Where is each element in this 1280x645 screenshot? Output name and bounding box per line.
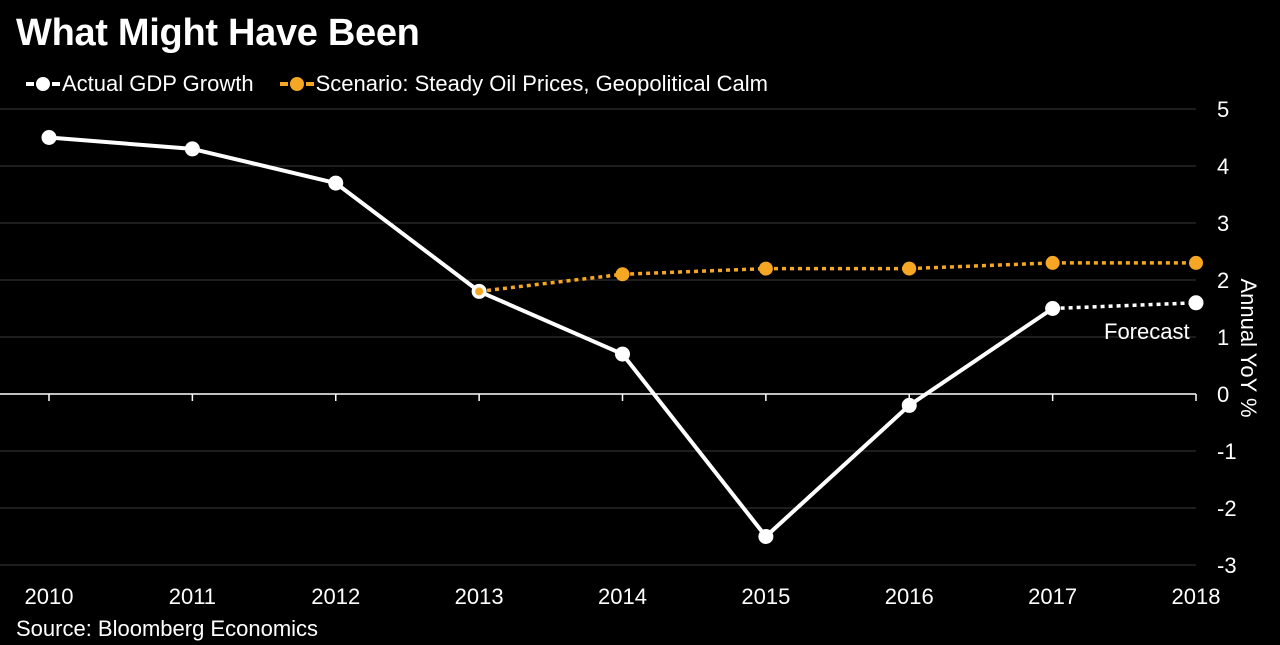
y-tick-label: -1	[1217, 439, 1237, 464]
y-tick-label: 1	[1217, 325, 1229, 350]
legend-label-scenario: Scenario: Steady Oil Prices, Geopolitica…	[315, 71, 768, 96]
grid-lines	[0, 108, 1196, 566]
series-line-actual	[48, 135, 1054, 539]
data-point-actual	[184, 141, 200, 157]
y-tick-label: 3	[1217, 211, 1229, 236]
x-tick-label: 2013	[455, 584, 504, 609]
x-tick-label: 2011	[169, 584, 216, 609]
data-point-scenario	[1045, 255, 1060, 270]
data-point-actual	[328, 175, 344, 191]
chart-title: What Might Have Been	[16, 12, 420, 54]
y-tick-label: 5	[1217, 97, 1229, 122]
data-point-scenario	[902, 261, 917, 276]
x-tick-label: 2010	[25, 584, 74, 609]
x-tick-label: 2014	[598, 584, 647, 609]
x-tick-label: 2012	[311, 584, 360, 609]
legend-swatch-scenario	[279, 77, 314, 91]
data-point-scenario	[615, 267, 630, 282]
data-point-actual	[615, 346, 630, 362]
data-point-actual	[901, 397, 917, 413]
x-tick-label: 2016	[885, 584, 934, 609]
x-axis	[0, 393, 1197, 401]
x-tick-label: 2015	[741, 584, 790, 609]
x-tick-label: 2018	[1172, 584, 1221, 609]
data-point-scenario	[1189, 255, 1203, 270]
x-tick-label: 2017	[1028, 584, 1077, 609]
series	[41, 130, 1204, 544]
legend-item-actual: Actual GDP Growth	[26, 71, 254, 97]
legend: Actual GDP Growth Scenario: Steady Oil P…	[26, 70, 794, 98]
data-point-actual	[41, 130, 57, 145]
y-tick-label: 0	[1217, 382, 1229, 407]
data-point-actual	[758, 529, 774, 544]
source-note: Source: Bloomberg Economics	[16, 616, 319, 641]
data-point-actual	[1188, 295, 1204, 311]
y-tick-label: -2	[1217, 496, 1237, 521]
y-tick-label: 2	[1217, 268, 1229, 293]
forecast-annotation: Forecast	[1104, 319, 1190, 344]
y-tick-label: -3	[1217, 553, 1237, 578]
y-tick-label: 4	[1217, 154, 1229, 179]
legend-item-scenario: Scenario: Steady Oil Prices, Geopolitica…	[279, 71, 768, 97]
series-line-actual-forecast	[1052, 301, 1197, 311]
series-line-scenario	[478, 261, 1196, 294]
legend-swatch-actual	[26, 77, 60, 91]
x-axis-ticks: 2010 2011 2012 2013 2014 2015 2016 2017 2018	[25, 584, 1221, 609]
data-point-actual	[1045, 301, 1061, 316]
y-axis-title: Annual YoY %	[1236, 278, 1261, 418]
data-point-scenario-start	[475, 287, 484, 296]
legend-label-actual: Actual GDP Growth	[62, 71, 254, 96]
data-point-scenario	[758, 261, 773, 276]
y-axis-ticks: 5 4 3 2 1 0 -1 -2 -3	[1217, 97, 1237, 578]
